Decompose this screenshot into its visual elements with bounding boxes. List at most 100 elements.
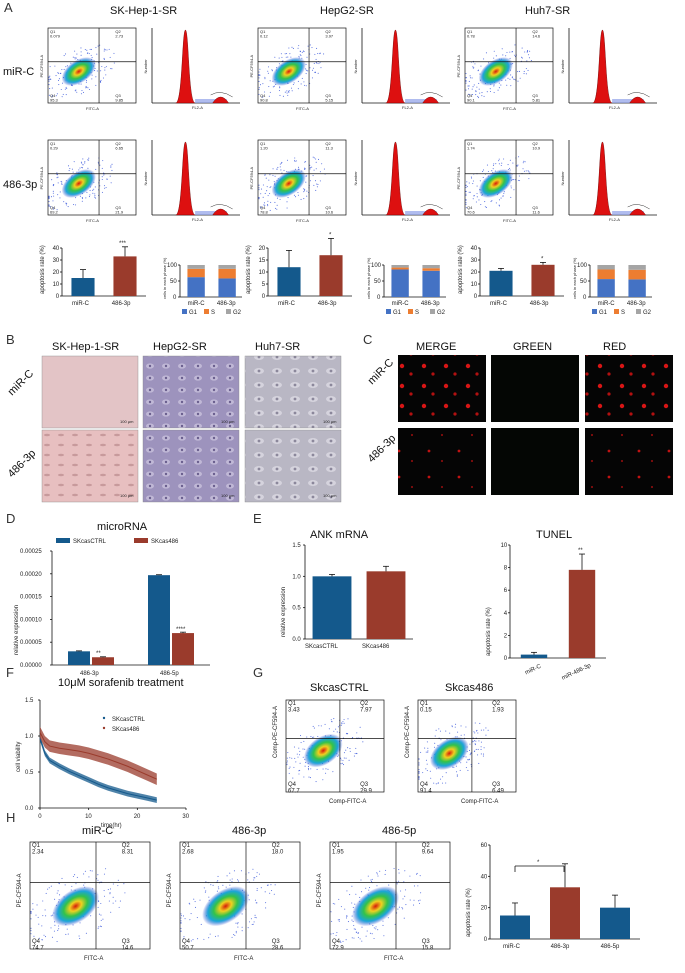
event-dot xyxy=(327,768,329,770)
event-dot xyxy=(65,94,67,96)
quad-value: 3.97 xyxy=(325,34,334,39)
phase-segment xyxy=(187,265,205,269)
event-dot xyxy=(294,157,296,159)
event-dot xyxy=(473,731,475,733)
event-dot xyxy=(460,734,462,736)
event-dot xyxy=(331,721,333,723)
event-dot xyxy=(286,159,289,161)
event-dot xyxy=(101,167,103,169)
event-dot xyxy=(382,924,384,927)
event-dot xyxy=(58,928,60,930)
event-dot xyxy=(338,919,340,921)
event-dot xyxy=(123,883,125,885)
event-dot xyxy=(480,204,482,206)
event-dot xyxy=(509,159,511,161)
event-dot xyxy=(268,179,270,181)
event-dot xyxy=(475,91,477,93)
event-dot xyxy=(299,734,302,737)
event-dot xyxy=(477,95,479,98)
event-dot xyxy=(529,50,531,52)
event-dot xyxy=(240,870,242,872)
density-core xyxy=(478,169,513,198)
event-dot xyxy=(337,726,339,728)
event-dot xyxy=(273,893,275,895)
event-dot xyxy=(304,161,306,163)
event-dot xyxy=(57,890,59,892)
event-dot xyxy=(74,57,76,59)
event-dot xyxy=(260,188,263,190)
event-dot xyxy=(455,765,457,767)
event-dot xyxy=(33,935,35,937)
event-dot xyxy=(460,725,462,727)
s-phase-band xyxy=(195,211,227,215)
event-dot xyxy=(405,889,407,891)
quad-name: Q4 xyxy=(420,782,429,788)
event-dot xyxy=(397,908,399,910)
fit-curve xyxy=(420,204,443,210)
event-dot xyxy=(509,51,511,53)
event-dot xyxy=(503,192,505,194)
event-dot xyxy=(95,46,97,49)
quad-name: Q3 xyxy=(422,939,431,945)
event-dot xyxy=(217,886,219,888)
event-dot xyxy=(64,88,66,90)
event-dot xyxy=(117,879,119,881)
event-dot xyxy=(354,928,356,930)
x-axis-label: FITC-A xyxy=(86,106,99,111)
event-dot xyxy=(180,915,182,917)
event-dot xyxy=(30,930,32,932)
event-dot xyxy=(112,902,114,904)
event-dot xyxy=(65,204,67,206)
event-dot xyxy=(100,902,102,905)
cell-phase-chart: 0 50 100 miR-C 486-3p G1 S G2 cells in each phas… xyxy=(162,257,242,316)
phase-segment xyxy=(628,279,646,297)
event-dot xyxy=(473,750,475,752)
event-dot xyxy=(530,60,532,62)
event-dot xyxy=(57,929,59,931)
event-dot xyxy=(351,937,353,939)
event-dot xyxy=(61,183,63,185)
event-dot xyxy=(94,196,96,198)
event-dot xyxy=(258,71,260,73)
event-dot xyxy=(101,176,103,178)
quad-value: 78.8 xyxy=(260,210,269,215)
event-dot xyxy=(325,768,327,770)
y-axis-label: relative expression xyxy=(281,587,287,637)
event-dot xyxy=(248,921,251,923)
panel-label-c: C xyxy=(363,332,372,347)
event-dot xyxy=(479,92,481,94)
event-dot xyxy=(291,46,293,48)
event-dot xyxy=(509,169,511,171)
event-dot xyxy=(281,161,283,163)
event-dot xyxy=(56,892,58,894)
event-dot xyxy=(268,95,270,97)
event-dot xyxy=(87,167,89,169)
g1-peak xyxy=(385,141,406,216)
event-dot xyxy=(258,197,260,199)
event-dot xyxy=(58,894,61,896)
y-axis-label: PE-CF594-A xyxy=(39,166,44,189)
event-dot xyxy=(455,771,458,773)
g1-peak xyxy=(592,29,613,104)
bar xyxy=(489,270,513,296)
event-dot xyxy=(318,63,320,65)
event-dot xyxy=(502,195,504,197)
event-dot xyxy=(359,938,361,940)
event-dot xyxy=(333,718,335,720)
event-dot xyxy=(333,730,335,732)
event-dot xyxy=(270,884,272,886)
event-dot xyxy=(75,89,77,91)
event-dot xyxy=(254,877,256,879)
event-dot xyxy=(237,922,239,924)
event-dot xyxy=(429,770,431,772)
y-tick-label: 0 xyxy=(504,656,508,662)
event-dot xyxy=(294,159,296,161)
event-dot xyxy=(217,875,219,877)
event-dot xyxy=(442,776,444,778)
legend-swatch xyxy=(204,309,209,314)
y-axis-label: PE-CF594-A xyxy=(17,873,23,907)
event-dot xyxy=(456,775,458,777)
event-dot xyxy=(59,72,61,75)
event-dot xyxy=(309,53,311,55)
event-dot xyxy=(264,76,266,78)
